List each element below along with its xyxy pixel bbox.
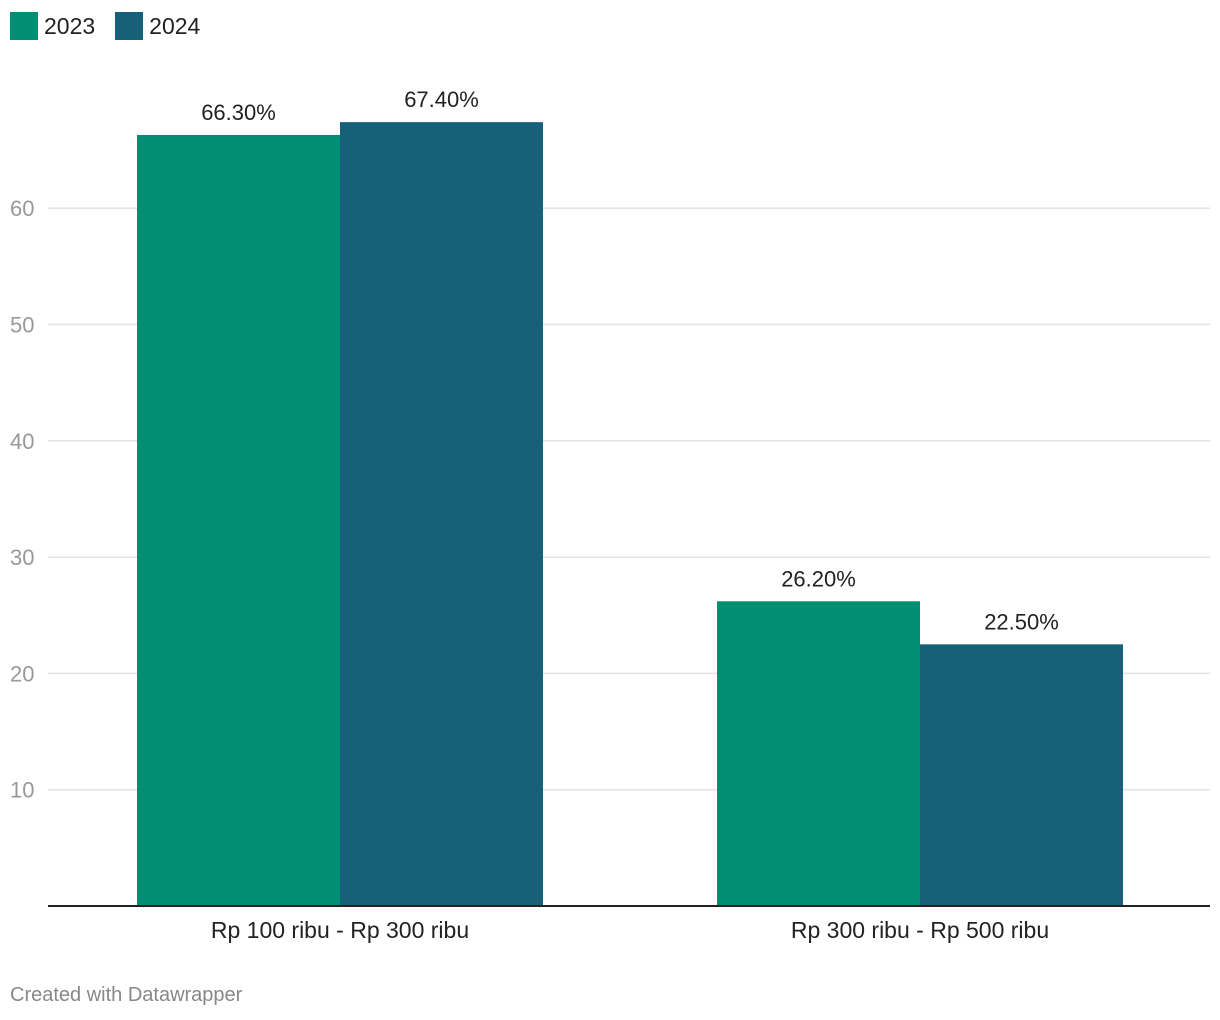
x-category-label-1: Rp 100 ribu - Rp 300 ribu [211,917,469,943]
bar-2024-2 [920,644,1123,906]
bar-2024-1 [340,122,543,906]
y-tick-label-20: 20 [10,661,34,686]
y-tick-label-60: 60 [10,196,34,221]
data-label-2023-1: 66.30% [201,100,276,125]
bar-2023-2 [717,601,920,906]
legend: 2023 2024 [10,12,200,40]
legend-swatch-2023 [10,12,38,40]
y-tick-label-50: 50 [10,313,34,338]
data-label-2023-2: 26.20% [781,566,856,591]
legend-swatch-2024 [115,12,144,40]
legend-label-2024: 2024 [149,12,201,39]
bar-2023-1 [137,134,340,906]
data-label-2024-2: 22.50% [984,609,1059,634]
legend-item-2023: 2023 [10,12,95,40]
data-label-2024-1: 67.40% [404,87,479,112]
legend-label-2023: 2023 [44,12,96,39]
y-tick-label-30: 30 [10,545,34,570]
legend-item-2024: 2024 [115,12,200,40]
y-tick-label-40: 40 [10,429,34,454]
x-category-label-2: Rp 300 ribu - Rp 500 ribu [791,917,1049,943]
y-tick-label-10: 10 [10,778,34,803]
credit-text: Created with Datawrapper [10,984,243,1006]
